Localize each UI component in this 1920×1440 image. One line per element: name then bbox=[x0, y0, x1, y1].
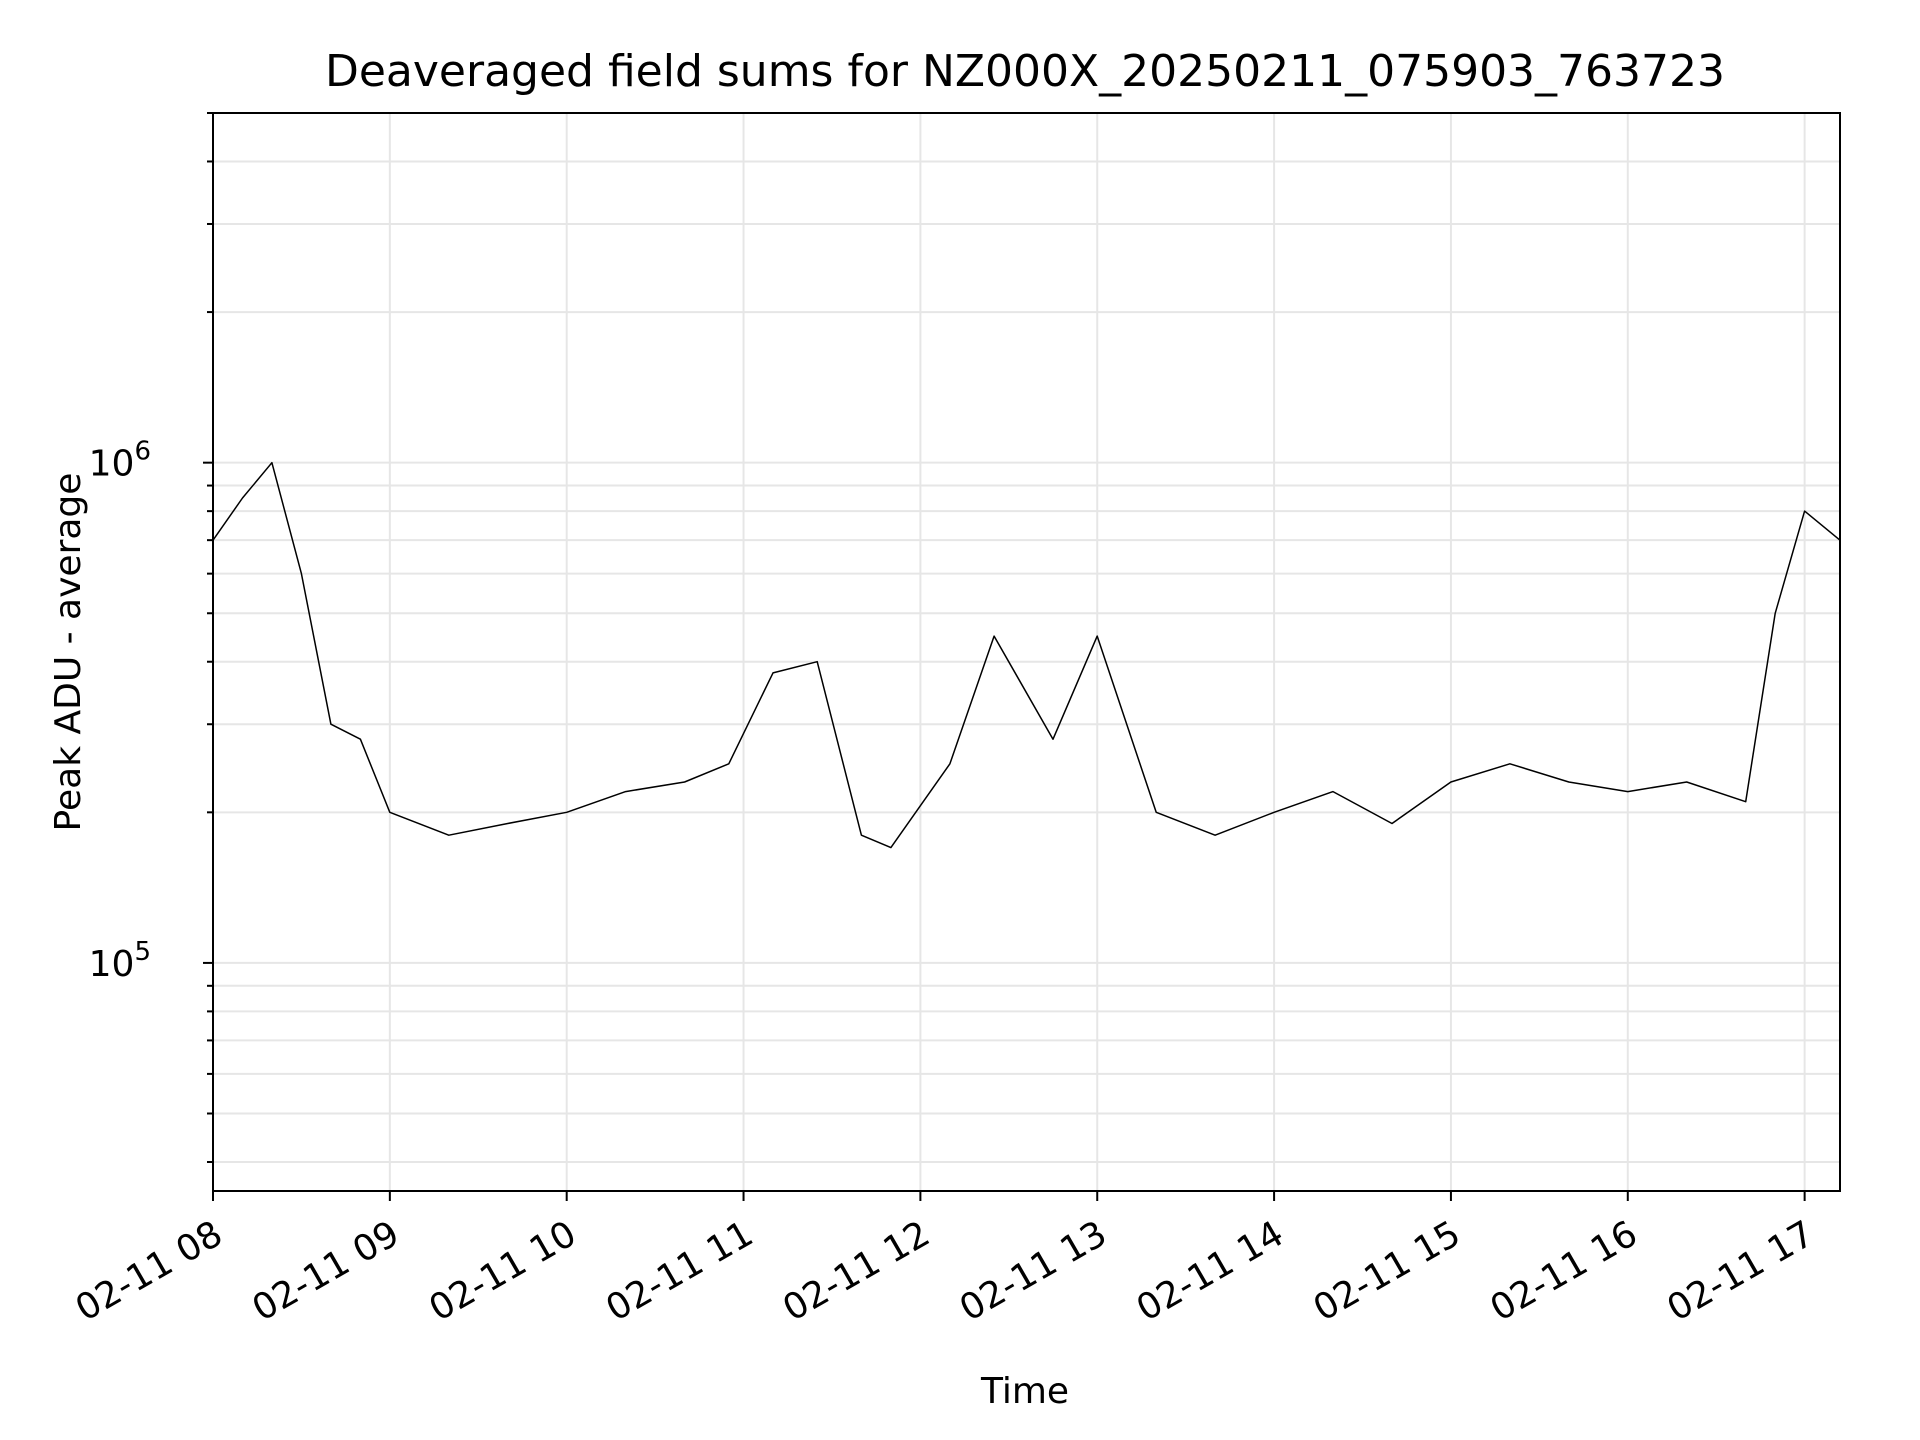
x-axis-label: Time bbox=[980, 1371, 1069, 1412]
y-tick-label: 105 bbox=[89, 937, 151, 985]
y-tick-label-exponent: 5 bbox=[134, 937, 151, 967]
plot-frame bbox=[212, 112, 1841, 1192]
y-tick-label-base: 10 bbox=[89, 944, 135, 985]
series-group bbox=[212, 461, 1841, 849]
y-tick-label-base: 10 bbox=[89, 444, 135, 485]
y-tick-label-exponent: 6 bbox=[134, 437, 151, 467]
grid bbox=[212, 112, 1840, 1191]
y-axis-label: Peak ADU - average bbox=[48, 473, 89, 832]
y-tick-label: 106 bbox=[89, 437, 151, 485]
series-line bbox=[212, 461, 1841, 849]
chart-title: Deaveraged field sums for NZ000X_2025021… bbox=[325, 46, 1725, 97]
